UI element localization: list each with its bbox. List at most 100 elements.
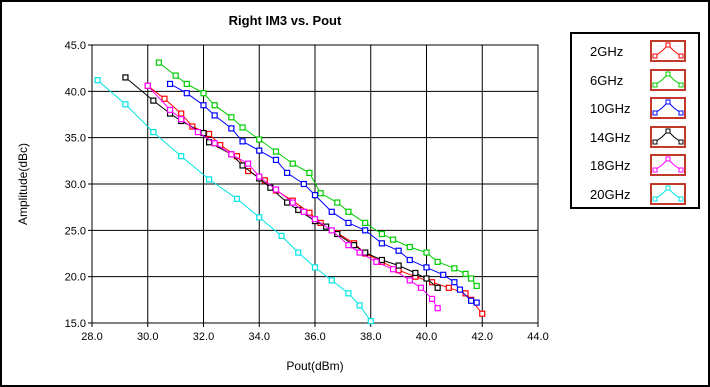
data-point-marker bbox=[306, 169, 313, 176]
data-point-marker bbox=[256, 147, 263, 154]
series-18ghz bbox=[144, 82, 441, 312]
data-point-marker bbox=[362, 227, 369, 234]
data-point-marker bbox=[144, 82, 151, 89]
data-point-marker bbox=[345, 208, 352, 215]
legend-label: 20GHz bbox=[590, 186, 631, 202]
legend-label: 18GHz bbox=[590, 158, 631, 173]
chart-title: Right IM3 vs. Pout bbox=[229, 13, 342, 28]
data-point-marker bbox=[334, 230, 341, 238]
data-series bbox=[94, 59, 486, 325]
x-tick-label: 40.0 bbox=[416, 331, 437, 343]
data-point-marker bbox=[378, 256, 385, 264]
legend-line-icon bbox=[652, 156, 684, 173]
legend-swatch bbox=[650, 40, 686, 62]
data-point-marker bbox=[350, 242, 358, 249]
legend-item: 18GHz bbox=[572, 152, 698, 180]
data-point-marker bbox=[345, 290, 352, 297]
data-point-marker bbox=[245, 160, 252, 167]
data-point-marker bbox=[122, 101, 129, 108]
axis-ticks: 28.0 30.0 32.0 34.0 36.0 38.0 40.0 42.0 44.0 15.0… bbox=[65, 40, 549, 343]
x-tick-label: 28.0 bbox=[81, 331, 102, 343]
data-point-marker bbox=[284, 169, 291, 176]
data-point-marker bbox=[378, 230, 385, 238]
data-point-marker bbox=[406, 277, 413, 284]
data-point-marker bbox=[256, 136, 263, 143]
legend-line-icon bbox=[652, 128, 684, 144]
legend-swatch bbox=[650, 125, 686, 148]
legend-swatch bbox=[650, 97, 686, 119]
data-point-marker bbox=[468, 275, 475, 282]
y-tick-label: 15.0 bbox=[65, 318, 86, 330]
data-point-marker bbox=[367, 318, 374, 325]
data-point-marker bbox=[228, 151, 235, 158]
data-point-marker bbox=[200, 102, 207, 109]
legend-swatch bbox=[650, 182, 686, 205]
legend-swatch bbox=[650, 154, 686, 176]
data-point-marker bbox=[395, 247, 402, 254]
data-point-marker bbox=[150, 129, 157, 136]
data-point-marker bbox=[406, 256, 413, 264]
data-point-marker bbox=[183, 80, 190, 88]
data-point-marker bbox=[434, 284, 441, 291]
data-point-marker bbox=[428, 295, 436, 303]
data-point-marker bbox=[334, 199, 341, 206]
data-point-marker bbox=[256, 173, 263, 180]
data-point-marker bbox=[211, 112, 218, 119]
grid-lines bbox=[88, 44, 539, 327]
data-point-marker bbox=[434, 258, 441, 265]
data-point-marker bbox=[178, 153, 185, 160]
y-tick-label: 35.0 bbox=[65, 133, 86, 145]
y-tick-label: 25.0 bbox=[65, 225, 86, 237]
data-point-marker bbox=[300, 208, 307, 215]
x-tick-label: 30.0 bbox=[137, 331, 158, 343]
data-point-marker bbox=[166, 80, 174, 88]
data-point-marker bbox=[94, 77, 101, 84]
x-tick-label: 36.0 bbox=[304, 331, 325, 343]
data-point-marker bbox=[200, 90, 207, 97]
data-point-marker bbox=[311, 192, 319, 199]
series-10ghz bbox=[166, 80, 480, 306]
data-point-marker bbox=[445, 284, 452, 291]
data-point-marker bbox=[406, 243, 413, 251]
data-point-marker bbox=[155, 59, 162, 66]
data-point-marker bbox=[161, 95, 168, 102]
data-point-marker bbox=[272, 156, 280, 164]
data-point-marker bbox=[178, 116, 185, 123]
data-point-marker bbox=[479, 310, 486, 317]
data-point-marker bbox=[205, 176, 213, 183]
series-line bbox=[125, 77, 438, 289]
data-point-marker bbox=[356, 249, 363, 256]
data-point-marker bbox=[328, 277, 335, 284]
x-axis-label: Pout(dBm) bbox=[286, 359, 343, 373]
series-20ghz bbox=[94, 77, 374, 325]
series-6ghz bbox=[155, 59, 480, 290]
data-point-marker bbox=[456, 286, 464, 293]
data-point-marker bbox=[473, 299, 480, 306]
data-point-marker bbox=[122, 74, 129, 81]
data-point-marker bbox=[328, 227, 335, 234]
legend-line-icon bbox=[652, 185, 684, 201]
data-point-marker bbox=[434, 305, 441, 312]
data-point-marker bbox=[311, 264, 319, 271]
data-point-marker bbox=[417, 284, 425, 291]
data-point-marker bbox=[194, 129, 202, 136]
data-point-marker bbox=[362, 219, 369, 227]
y-tick-label: 45.0 bbox=[65, 40, 86, 52]
legend-label: 14GHz bbox=[590, 129, 631, 145]
data-point-marker bbox=[395, 262, 402, 269]
data-point-marker bbox=[211, 102, 218, 109]
data-point-marker bbox=[256, 214, 263, 221]
data-point-marker bbox=[228, 114, 235, 121]
data-point-marker bbox=[462, 270, 469, 277]
x-tick-label: 32.0 bbox=[193, 331, 214, 343]
data-point-marker bbox=[440, 271, 447, 278]
data-point-marker bbox=[451, 265, 458, 272]
data-point-marker bbox=[378, 240, 385, 247]
data-point-marker bbox=[300, 180, 307, 188]
data-point-marker bbox=[272, 148, 280, 155]
data-point-marker bbox=[389, 266, 397, 273]
legend-item: 2GHz bbox=[572, 38, 698, 66]
legend: 2GHz 6GHz 10GHz 14GHz 18GHz 20GHz bbox=[570, 32, 700, 209]
data-point-marker bbox=[228, 125, 235, 132]
